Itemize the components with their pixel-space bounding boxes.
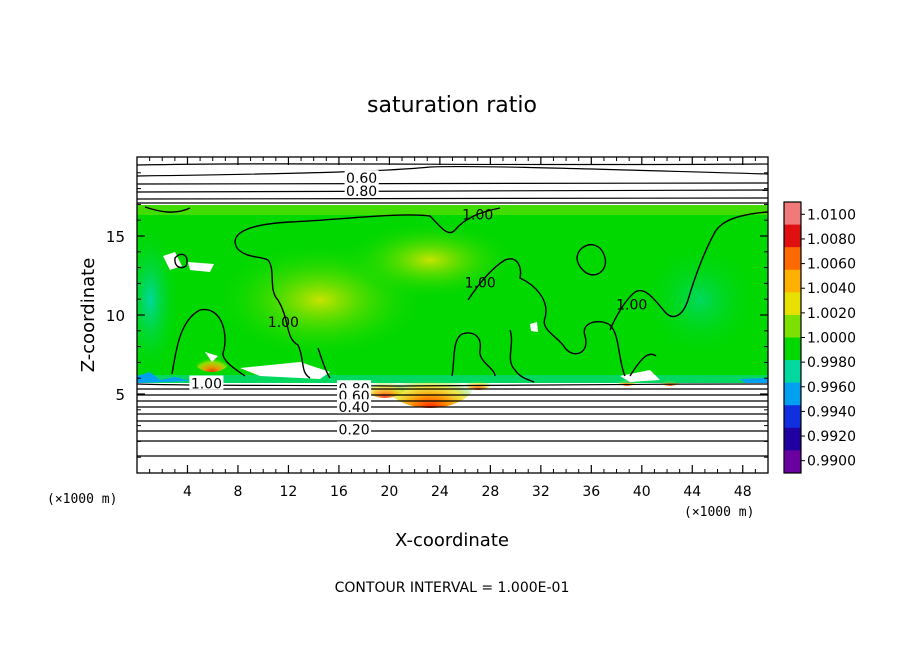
colorbar-label: 0.9920 — [807, 429, 856, 445]
x-tick-label: 36 — [582, 484, 600, 500]
colorbar-label: 0.9900 — [807, 454, 856, 470]
colorbar-label: 1.0060 — [807, 257, 856, 273]
contour-labels: 0.600.801.001.001.001.001.000.800.600.40… — [189, 170, 647, 438]
unity-contours — [144, 206, 768, 383]
colorbar-swatch — [784, 224, 801, 248]
colorbar-label: 0.9940 — [807, 404, 856, 420]
contour-label: 0.40 — [338, 400, 369, 416]
white-hole — [530, 322, 538, 332]
colorbar: 1.0100 1.0080 1.0060 1.0040 1.0020 1.0000 0.99… — [783, 201, 856, 474]
white-hole — [240, 362, 330, 379]
colorbar-label: 1.0020 — [807, 306, 856, 322]
colorbar-label: 1.0040 — [807, 281, 856, 297]
y-tick-label: 10 — [106, 307, 125, 325]
white-hole — [205, 352, 218, 362]
colorbar-swatch — [784, 405, 801, 429]
x-units-right: (×1000 m) — [684, 505, 754, 520]
warm-region — [340, 220, 520, 300]
contour-label: 1.00 — [465, 275, 496, 291]
colorbar-swatch — [784, 202, 801, 225]
chart-title: saturation ratio — [367, 93, 537, 118]
contour-label-backing — [337, 421, 372, 436]
x-tick-label: 20 — [380, 484, 398, 500]
x-tick-label: 44 — [683, 484, 701, 500]
colorbar-swatch — [784, 247, 801, 271]
x-units-left: (×1000 m) — [47, 492, 117, 507]
x-tick-label: 32 — [532, 484, 550, 500]
x-tick-label: 8 — [233, 484, 242, 500]
x-tick-label: 48 — [734, 484, 752, 500]
colorbar-label: 0.9960 — [807, 380, 856, 396]
contour-label-backing — [189, 375, 224, 390]
x-tick-label: 12 — [280, 484, 298, 500]
colorbar-label: 1.0100 — [807, 207, 856, 223]
white-hole — [188, 262, 214, 272]
colorbar-label: 1.0080 — [807, 232, 856, 248]
colorbar-swatch — [784, 269, 801, 293]
upper-contours — [137, 163, 768, 204]
colorbar-swatch — [784, 450, 801, 474]
x-tick-label: 4 — [183, 484, 192, 500]
colorbar-swatch — [784, 360, 801, 383]
colorbar-swatch — [784, 427, 801, 451]
contour-label: 0.80 — [346, 184, 377, 200]
contour-label: 1.00 — [462, 207, 493, 223]
blue-patch — [137, 372, 190, 383]
contour-label: 1.00 — [268, 315, 299, 331]
colorbar-swatch — [784, 382, 801, 406]
x-tick-label: 24 — [431, 484, 449, 500]
contour-label-backing — [337, 399, 372, 414]
contour-label: 1.00 — [191, 377, 222, 393]
field-top-tint — [137, 205, 768, 215]
contour-label-backing — [344, 170, 379, 185]
contour-label: 1.00 — [616, 298, 647, 314]
cool-region — [137, 220, 180, 380]
y-axis-label: Z-coordinate — [78, 258, 99, 373]
lower-contours — [137, 383, 768, 458]
contour-label-backing — [344, 182, 379, 197]
contour-label-backing — [337, 388, 372, 403]
white-hole — [620, 370, 660, 382]
y-tick-label: 5 — [115, 386, 125, 404]
contour-label: 0.20 — [338, 422, 369, 438]
colorbar-swatch — [784, 314, 801, 338]
cool-region — [640, 240, 760, 360]
x-axis-label: X-coordinate — [395, 530, 509, 551]
blue-patch — [740, 378, 768, 383]
colorbar-swatch — [784, 292, 801, 316]
x-tick-label: 16 — [330, 484, 348, 500]
contour-interval-note: CONTOUR INTERVAL = 1.000E-01 — [335, 580, 570, 596]
colorbar-label: 1.0000 — [807, 331, 856, 347]
lower-edge-tint — [137, 375, 768, 383]
x-tick-label: 40 — [633, 484, 651, 500]
x-tick-label: 28 — [481, 484, 499, 500]
colorbar-swatch — [784, 337, 801, 361]
y-tick-label: 15 — [106, 228, 125, 246]
colorbar-label: 0.9980 — [807, 355, 856, 371]
plot-area — [137, 163, 768, 458]
